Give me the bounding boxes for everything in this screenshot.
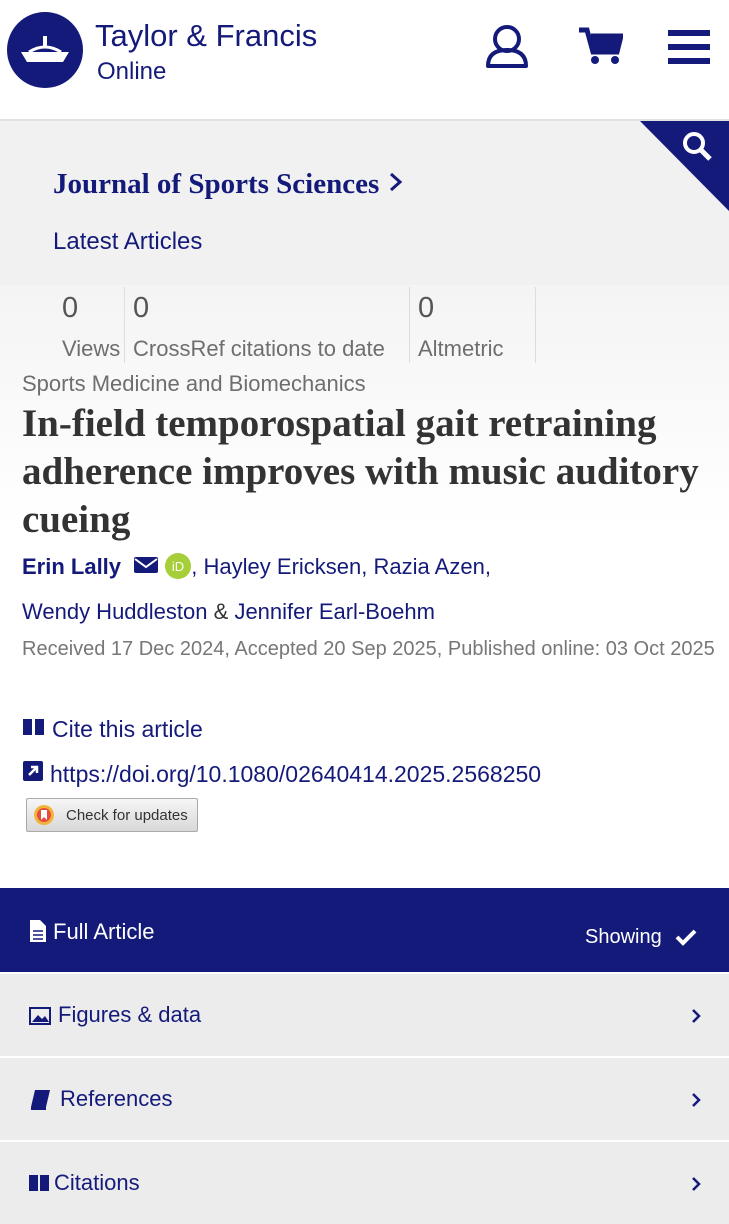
menu-icon[interactable]	[668, 30, 710, 64]
site-header: Taylor & Francis Online	[0, 0, 729, 121]
cite-text[interactable]: Cite this article	[52, 716, 203, 742]
search-corner[interactable]	[0, 121, 729, 285]
author[interactable]: Erin Lally	[22, 554, 122, 579]
tab-label[interactable]: Full Article	[53, 919, 155, 944]
updates-text[interactable]: Check for updates	[66, 807, 188, 824]
metric-value: 0	[133, 292, 150, 324]
tab-label[interactable]: References	[60, 1086, 173, 1111]
image-icon	[29, 1007, 51, 1025]
orcid-icon[interactable]: iD	[165, 553, 192, 579]
metric-label: Views	[62, 336, 121, 361]
chevron	[692, 1009, 701, 1023]
category: Sports Medicine and Biomechanics	[22, 371, 366, 396]
chevron	[692, 1177, 701, 1191]
user-icon[interactable]	[484, 24, 530, 70]
doi-link[interactable]: https://doi.org/10.1080/02640414.2025.25…	[22, 760, 541, 788]
separator: ,	[361, 554, 368, 579]
crossmark-icon	[34, 805, 54, 825]
divider	[409, 287, 410, 363]
tab-active[interactable]: Full Article Showing	[0, 888, 729, 972]
tab-label[interactable]: Figures & data	[58, 1002, 202, 1027]
file-icon	[30, 920, 46, 942]
article-area	[0, 285, 729, 885]
metric-value: 0	[418, 292, 435, 324]
author[interactable]: Wendy Huddleston	[22, 599, 208, 624]
journal-name[interactable]: Journal of Sports Sciences	[53, 168, 407, 201]
logo[interactable]	[7, 12, 83, 88]
chevron	[390, 172, 403, 192]
tab-label[interactable]: Citations	[54, 1170, 140, 1195]
cart-icon[interactable]	[577, 26, 623, 66]
check-icon	[675, 929, 697, 946]
updates-button[interactable]: Check for updates	[26, 798, 198, 832]
separator: ,	[484, 554, 491, 579]
brand-name[interactable]: Taylor & Francis	[95, 18, 318, 53]
svg-text:iD: iD	[172, 559, 184, 574]
authors: Erin Lally iD, Hayley Ericksen, Razia Az…	[22, 544, 722, 634]
tab-status: Showing	[585, 926, 662, 948]
journal-title[interactable]: Journal of Sports Sciences	[53, 168, 380, 200]
quote-icon	[23, 719, 44, 735]
brand-sub[interactable]: Online	[97, 58, 167, 85]
doi-text[interactable]: https://doi.org/10.1080/02640414.2025.25…	[50, 761, 542, 787]
book-icon	[31, 1090, 50, 1110]
section-link[interactable]: Latest Articles	[53, 228, 203, 255]
separator: ,	[191, 554, 198, 579]
journal-band: Journal of Sports Sciences Latest Articl…	[0, 121, 729, 285]
metric-label: Altmetric	[418, 336, 504, 361]
tab-row[interactable]: References	[0, 1058, 729, 1140]
dates: Received 17 Dec 2024, Accepted 20 Sep 20…	[22, 638, 715, 660]
chevron	[692, 1093, 701, 1107]
tab-row[interactable]: Citations	[0, 1142, 729, 1224]
divider	[124, 287, 125, 363]
cite-link[interactable]: Cite this article	[22, 716, 203, 743]
metric-value: 0	[62, 292, 79, 324]
metric-label: CrossRef citations to date	[133, 336, 385, 361]
author[interactable]: Hayley Ericksen	[203, 554, 362, 579]
email-icon[interactable]	[133, 556, 159, 574]
article-title: In-field temporospatial gait retraining …	[22, 402, 699, 541]
author[interactable]: Razia Azen	[373, 554, 485, 579]
conjunction: &	[213, 599, 229, 624]
divider	[535, 287, 536, 363]
link-icon	[23, 761, 43, 781]
author[interactable]: Jennifer Earl-Boehm	[234, 599, 435, 624]
quote-icon	[29, 1175, 49, 1191]
tab-row[interactable]: Figures & data	[0, 974, 729, 1056]
